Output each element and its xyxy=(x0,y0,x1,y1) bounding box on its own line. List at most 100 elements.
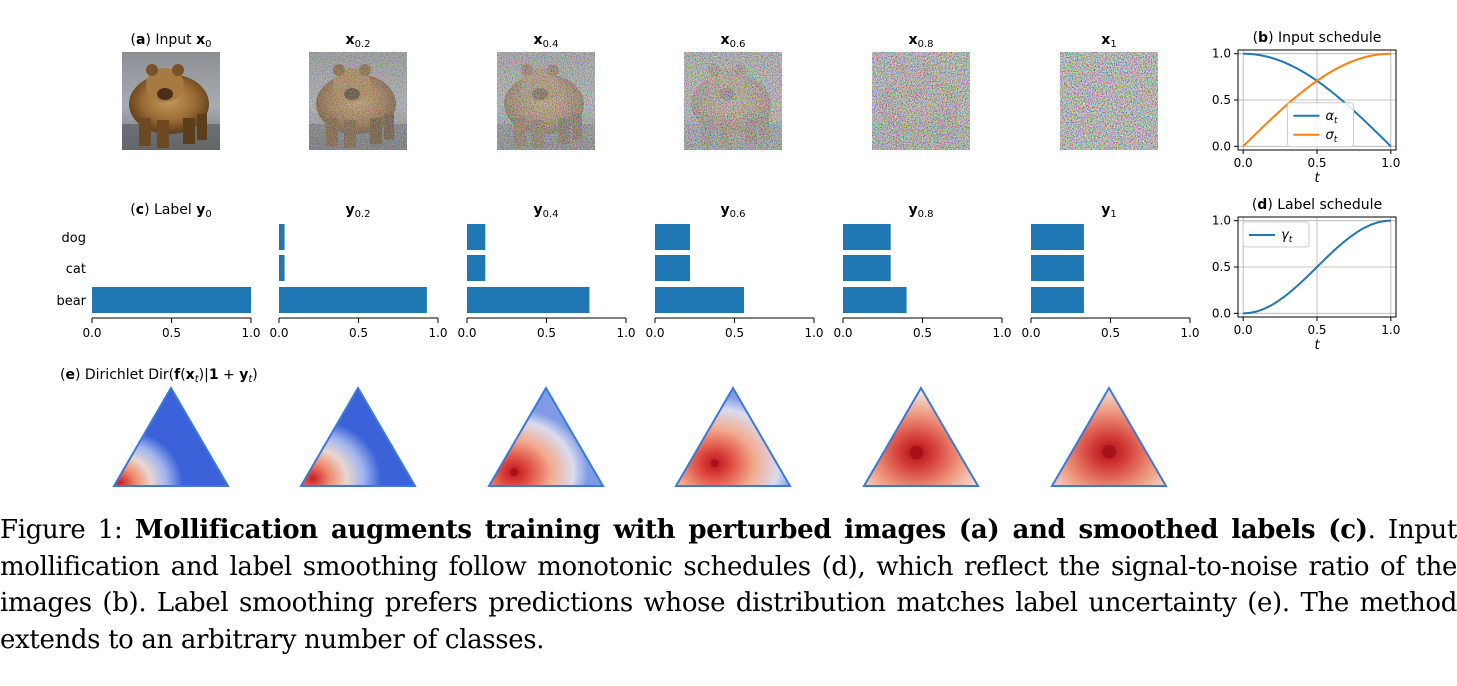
x-tick-label: 1.0 xyxy=(804,326,823,340)
label-chart-4: y0.8 0.0 0.5 1.0 xyxy=(833,202,1011,340)
y-tick-label: 1.0 xyxy=(1212,214,1231,228)
legend-label: γt xyxy=(1281,228,1293,245)
dirichlet-row: (e) Dirichlet Dir(f(xt)|1 + yt) xyxy=(60,367,1168,487)
label-chart-title: y0.8 xyxy=(908,202,933,220)
input-image-3: x0.6 xyxy=(684,32,782,150)
bear-photo xyxy=(309,52,407,150)
category-label-dog: dog xyxy=(62,231,86,246)
bar-dog xyxy=(279,224,285,250)
dirichlet-simplex-2 xyxy=(487,386,605,487)
input-image-title: x0.4 xyxy=(534,32,559,50)
category-label-bear: bear xyxy=(56,294,86,309)
dirichlet-title: (e) Dirichlet Dir(f(xt)|1 + yt) xyxy=(60,367,258,385)
x-tick-label: 0.5 xyxy=(1307,323,1326,337)
figure-canvas: (a) Input x0 x0.2 x0.4 x0.6 x0.8 x1 dog cat bea… xyxy=(56,30,1400,487)
simplex-edge xyxy=(862,386,980,487)
bar-dog xyxy=(843,224,891,250)
x-tick-label: 1.0 xyxy=(1381,156,1400,170)
y-tick-label: 0.5 xyxy=(1212,93,1231,107)
bar-dog xyxy=(655,224,690,250)
input-image-title: x0.6 xyxy=(721,32,746,50)
x-tick-label: 1.0 xyxy=(1180,326,1199,340)
bar-cat xyxy=(655,255,690,281)
chart-title: (d) Label schedule xyxy=(1252,197,1382,213)
bar-cat xyxy=(467,255,486,281)
legend: αt σt xyxy=(1286,102,1354,148)
label-chart-title: y0.4 xyxy=(533,202,558,220)
bar-bear xyxy=(655,287,745,313)
bar-cat xyxy=(843,255,891,281)
input-image-1: x0.2 xyxy=(309,32,407,150)
category-label-cat: cat xyxy=(66,262,86,277)
input-image-4: x0.8 xyxy=(872,32,970,150)
bar-bear xyxy=(279,287,427,313)
bear-photo xyxy=(497,52,595,150)
y-tick-label: 0.0 xyxy=(1212,139,1231,153)
bar-bear xyxy=(843,287,907,313)
legend-box xyxy=(1286,102,1354,148)
series-line-1 xyxy=(1242,52,1391,148)
label-chart-title: y0.2 xyxy=(345,202,370,220)
dirichlet-simplex-5 xyxy=(1050,386,1168,487)
series-line-0 xyxy=(1243,219,1391,315)
caption-rest: . Input mollification and label smoothin… xyxy=(0,515,1457,655)
label-chart-title: (c) Label y0 xyxy=(130,202,211,220)
noise-overlay xyxy=(684,52,782,150)
density-peak xyxy=(1102,444,1116,459)
bear-photo xyxy=(684,52,782,150)
input-images-row: (a) Input x0 x0.2 x0.4 x0.6 x0.8 x1 xyxy=(122,32,1158,150)
dirichlet-simplex-3 xyxy=(674,386,792,487)
chart-input-schedule: (b) Input schedule 0.0 0.5 1.0 0.0 0.5 1.0 t αt σ… xyxy=(1212,30,1400,186)
label-chart-2: y0.4 0.0 0.5 1.0 xyxy=(457,202,635,340)
x-tick-label: 0.5 xyxy=(537,326,556,340)
label-chart-title: y0.6 xyxy=(720,202,745,220)
x-tick-label: 1.0 xyxy=(992,326,1011,340)
x-tick-label: 0.0 xyxy=(82,326,101,340)
density-fill xyxy=(676,388,790,486)
bar-cat xyxy=(1031,255,1084,281)
x-tick-label: 1.0 xyxy=(616,326,635,340)
input-image-title: (a) Input x0 xyxy=(131,32,212,50)
bar-cat xyxy=(279,255,285,281)
bar-bear xyxy=(1031,287,1084,313)
x-tick-label: 0.0 xyxy=(457,326,476,340)
input-image-title: x0.2 xyxy=(346,32,371,50)
x-tick-label: 1.0 xyxy=(428,326,447,340)
bar-bear xyxy=(467,287,590,313)
label-chart-1: y0.2 0.0 0.5 1.0 xyxy=(269,202,447,340)
density-peak xyxy=(510,468,519,477)
density-fill xyxy=(864,388,978,486)
density-fill xyxy=(301,388,415,486)
label-chart-5: y1 0.0 0.5 1.0 xyxy=(1021,202,1199,340)
input-image-5: x1 xyxy=(1060,32,1158,150)
dirichlet-simplex-4 xyxy=(862,386,980,487)
label-chart-3: y0.6 0.0 0.5 1.0 xyxy=(645,202,823,340)
bar-bear xyxy=(92,287,251,313)
x-axis-label: t xyxy=(1314,171,1320,186)
x-tick-label: 0.0 xyxy=(1234,323,1253,337)
density-fill xyxy=(1052,388,1166,486)
chart-label-schedule: (d) Label schedule 0.0 0.5 1.0 0.0 0.5 1.0 t γt xyxy=(1212,197,1400,353)
chart-title: (b) Input schedule xyxy=(1253,30,1382,46)
x-tick-label: 1.0 xyxy=(241,326,260,340)
bar-dog xyxy=(467,224,486,250)
density-peak xyxy=(710,459,719,468)
x-tick-label: 0.5 xyxy=(1307,156,1326,170)
x-tick-label: 0.5 xyxy=(725,326,744,340)
dirichlet-simplex-0 xyxy=(112,386,230,487)
caption-bold: Mollification augments training with per… xyxy=(134,515,1368,545)
dirichlet-simplex-1 xyxy=(299,386,417,487)
bear-shape xyxy=(129,64,209,148)
bear-photo xyxy=(122,52,220,150)
caption-prefix: Figure 1: xyxy=(0,515,135,545)
label-chart-title: y1 xyxy=(1101,202,1117,220)
x-tick-label: 1.0 xyxy=(1381,323,1400,337)
noise-overlay xyxy=(1060,52,1158,150)
x-tick-label: 0.0 xyxy=(645,326,664,340)
bear-photo xyxy=(872,52,970,150)
legend-label: σt xyxy=(1325,128,1337,145)
x-tick-label: 0.5 xyxy=(1101,326,1120,340)
simplex-edge xyxy=(1050,386,1168,487)
y-tick-label: 0.0 xyxy=(1212,306,1231,320)
input-image-title: x0.8 xyxy=(909,32,934,50)
